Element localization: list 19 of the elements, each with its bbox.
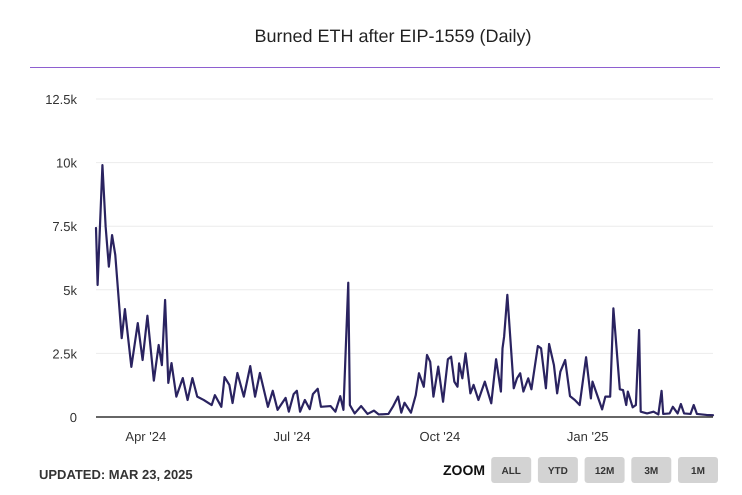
zoom-button: ALL bbox=[491, 457, 532, 483]
zoom-button: 1M bbox=[678, 457, 718, 483]
zoom-button: 12M bbox=[584, 457, 625, 483]
x-tick-label: Jul '24 bbox=[273, 429, 311, 444]
y-tick-label: 5k bbox=[63, 282, 78, 298]
x-tick-label: Oct '24 bbox=[419, 429, 460, 444]
y-tick-label: 7.5k bbox=[52, 219, 78, 234]
zoom-button: 3M bbox=[631, 457, 672, 483]
y-tick-label: 2.5k bbox=[52, 346, 78, 362]
x-tick-label: Jan '25 bbox=[566, 429, 608, 444]
x-tick-label: Apr '24 bbox=[125, 429, 166, 444]
y-tick-label: 12.5k bbox=[45, 92, 78, 107]
text: UPDATED: MAR 23, 2025 bbox=[39, 467, 193, 482]
chart-title: Burned ETH after EIP-1559 (Daily) bbox=[254, 26, 532, 46]
text: ZOOM bbox=[443, 462, 485, 478]
line-series bbox=[94, 164, 714, 416]
y-tick-label: 10k bbox=[56, 156, 78, 171]
y-tick-label: 0 bbox=[70, 410, 77, 425]
zoom-button: YTD bbox=[538, 457, 578, 483]
